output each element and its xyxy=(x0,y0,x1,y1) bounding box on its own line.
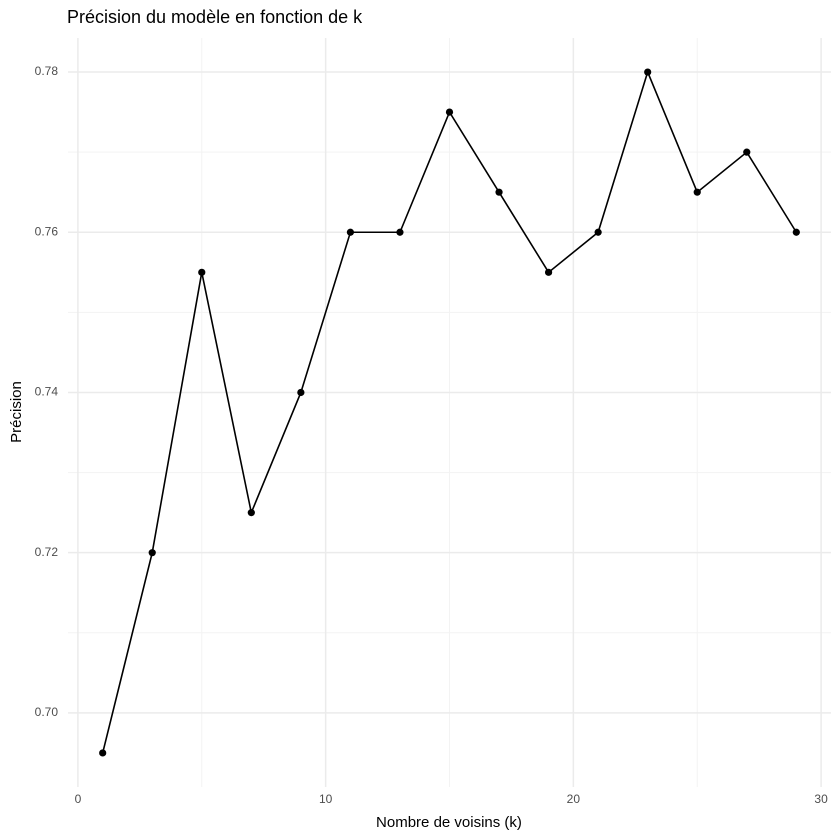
chart-title: Précision du modèle en fonction de k xyxy=(67,7,363,27)
y-tick-label: 0.78 xyxy=(35,64,59,78)
x-tick-label: 20 xyxy=(567,792,581,806)
point xyxy=(198,268,206,276)
x-axis-title: Nombre de voisins (k) xyxy=(376,814,522,831)
point xyxy=(445,108,454,116)
point xyxy=(99,749,107,757)
point xyxy=(743,148,751,156)
point xyxy=(693,188,701,196)
point xyxy=(148,549,156,557)
point xyxy=(297,388,305,397)
x-tick-label: 30 xyxy=(814,792,828,806)
x-tick-label: 0 xyxy=(75,792,82,806)
y-tick-label: 0.76 xyxy=(35,224,59,238)
y-tick-label: 0.70 xyxy=(35,705,59,719)
point xyxy=(544,268,553,276)
point xyxy=(396,228,404,236)
y-tick-label: 0.72 xyxy=(35,545,59,559)
point xyxy=(346,228,355,236)
point xyxy=(594,228,602,236)
y-tick-label: 0.74 xyxy=(35,385,59,399)
point xyxy=(495,188,503,196)
point xyxy=(644,68,652,76)
x-tick-label: 10 xyxy=(319,792,333,806)
point xyxy=(247,509,255,517)
point xyxy=(792,228,800,236)
y-axis-title: Précision xyxy=(8,381,25,443)
